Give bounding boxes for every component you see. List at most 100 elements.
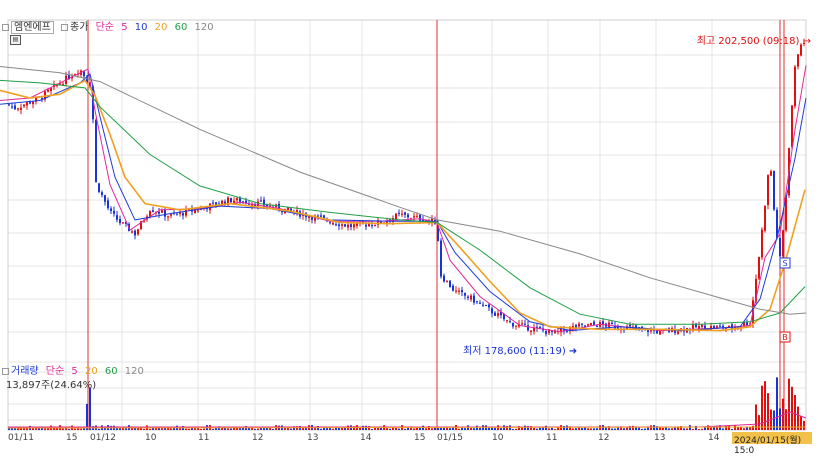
candle-body [497,313,499,316]
volume-bar [305,427,307,430]
volume-bar [512,428,514,430]
volume-bar [74,428,76,430]
candle-body [575,325,577,328]
x-tick-label: 12 [598,433,610,443]
volume-bar [695,425,697,430]
x-tick-label: 13 [307,433,319,443]
candle-body [380,221,382,224]
volume-name[interactable]: 거래량 [11,366,39,377]
ma20-line [0,79,806,332]
candle-body [401,213,403,215]
volume-legend: 거래량 단순 5 20 60 120 [2,366,148,378]
volume-bar [434,427,436,430]
ma120-period: 120 [194,22,214,33]
candle-body [770,171,772,176]
high-price-annotation: 최고 202,500 (09:18) → [697,32,811,47]
legend-toggle-icon[interactable] [2,23,9,31]
volume-bar [761,385,763,430]
candle-body [791,105,793,147]
volume-bar [731,428,733,430]
candle-body [794,66,796,107]
volume-bar [230,428,232,430]
candle-body [584,325,586,327]
volume-bar [17,427,19,430]
candle-body [395,213,397,220]
candle-body [266,204,268,207]
candle-body [47,89,49,92]
candle-body [158,211,160,214]
volume-bar [464,428,466,430]
candle-body [419,214,421,221]
arrow-right-icon: ➜ [568,346,578,357]
candle-body [134,230,136,236]
volume-bar [488,427,490,430]
volume-bar [14,427,16,430]
ma5-period: 5 [121,22,128,33]
volume-bar [647,426,649,430]
candle-body [182,213,184,216]
volume-bar [623,428,625,430]
volume-bar [515,428,517,430]
panel-toggle-icon[interactable]: ▤ [10,35,21,45]
candle-body [233,200,235,203]
candle-body [323,215,325,218]
candle-body [368,223,370,227]
candle-body [62,83,64,85]
volume-bar [194,427,196,430]
candle-body [659,329,661,335]
stock-name[interactable]: 엠엔에프 [11,21,54,34]
candle-body [449,280,451,288]
volume-bar [392,427,394,430]
x-tick-label: 14 [360,433,372,443]
volume-bar [140,427,142,430]
volume-bar [335,426,337,430]
volume-bar [224,426,226,430]
candle-body [596,325,598,327]
volume-bar [200,428,202,430]
candle-body [509,321,511,323]
candle-body [785,196,787,231]
candle-body [350,224,352,227]
vol-ma5-period: 5 [71,366,78,377]
volume-bar [233,426,235,430]
candle-body [503,313,505,320]
volume-bar [716,425,718,430]
x-tick-label: 10 [492,433,504,443]
volume-bar [707,425,709,430]
candle-body [194,209,196,213]
volume-bar [671,428,673,430]
candle-body [797,54,799,67]
volume-bar [572,428,574,430]
candle-body [572,325,574,329]
volume-bar [575,428,577,430]
legend-toggle-icon[interactable] [61,23,68,31]
crosshair-date-highlight [732,432,812,444]
volume-ma-label: 단순 [45,366,65,377]
legend-toggle-icon[interactable] [2,367,9,375]
volume-bar [722,428,724,430]
candle-body [470,295,472,300]
vol-ma60-period: 60 [104,366,118,377]
volume-bar [470,428,472,430]
volume-bar [500,428,502,430]
volume-bar [8,427,10,430]
volume-bar [338,427,340,430]
volume-bar [173,427,175,430]
ma10-line [0,73,807,332]
candle-body [443,275,445,282]
price-legend: 엠엔에프 종가 단순 5 10 20 60 120 [2,21,218,34]
candle-body [404,212,406,215]
volume-bar [755,404,757,430]
candle-body [269,205,271,207]
candle-body [110,208,112,211]
ma-label: 단순 [95,22,114,33]
high-price-text: 최고 202,500 (09:18) [696,36,800,47]
candle-body [35,97,37,102]
candle-body [311,217,313,220]
x-tick-label: 15 [66,433,78,443]
candle-body [98,183,100,192]
volume-bar [158,427,160,430]
candle-body [455,290,457,292]
